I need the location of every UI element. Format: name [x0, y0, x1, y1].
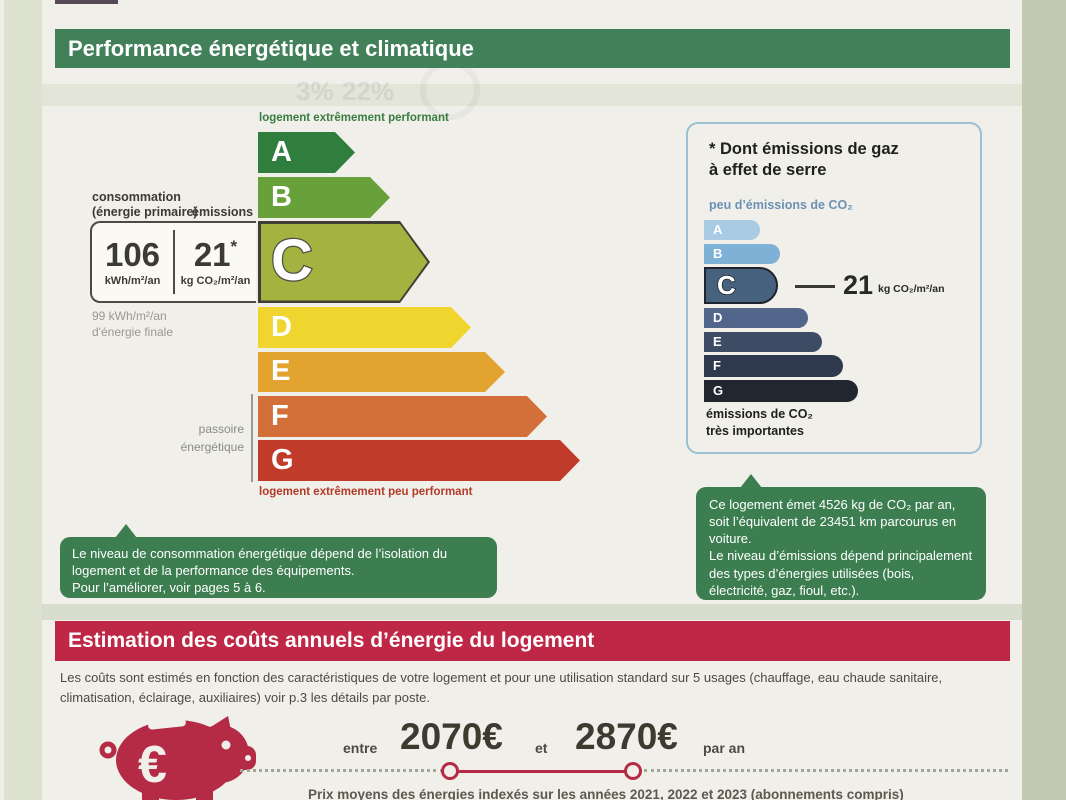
emissions-header: émissions: [192, 205, 254, 219]
ghg-panel-title: * Dont émissions de gaz à effet de serre: [709, 140, 899, 180]
co2-emissions-value: 21*: [193, 235, 238, 273]
bleed-through-text: 3%: [296, 76, 334, 106]
energy-class-letter: A: [271, 135, 292, 168]
section-title-performance: Performance énergétique et climatique: [55, 29, 1010, 68]
energy-class-letter: F: [271, 399, 289, 432]
energy-class-b: B: [258, 177, 390, 218]
cost-low-value: 2070€: [400, 716, 503, 757]
ghg-class-letter: D: [713, 310, 723, 326]
passoire-bracket-line: [251, 394, 253, 482]
ghg-unit: kg CO₂/m²/an: [878, 283, 945, 295]
value-box-divider: [173, 230, 175, 294]
ghg-value: 21: [843, 270, 874, 300]
ghg-class-b: B: [704, 244, 780, 264]
co2-emissions-cell: 21* kg CO₂/m²/an: [175, 223, 256, 301]
ghg-class-f: F: [704, 355, 843, 377]
cost-range-dot-low: [441, 762, 459, 780]
note-pointer-triangle: [740, 474, 762, 488]
ghg-class-letter: G: [713, 383, 724, 399]
energy-consumption-cell: 106 kWh/m²/an: [92, 223, 173, 301]
energy-class-f: F: [258, 396, 547, 437]
bleed-through-stamp: [420, 60, 480, 120]
energy-class-arrow-fill: [261, 224, 428, 301]
ghg-class-d: D: [704, 308, 808, 328]
note-pointer-triangle: [115, 524, 137, 538]
energy-class-a: A: [258, 132, 355, 173]
section-title-costs: Estimation des coûts annuels d’énergie d…: [55, 621, 1010, 661]
ghg-class-letter: C: [716, 269, 736, 301]
energy-consumption-unit: kWh/m²/an: [104, 274, 161, 287]
ghg-class-g: G: [704, 380, 858, 402]
emissions-advice-note: Ce logement émet 4526 kg de CO₂ par an, …: [696, 487, 986, 600]
photo-background-right-strip: [1022, 0, 1066, 800]
final-energy-note: 99 kWh/m²/an d'énergie finale: [92, 309, 174, 339]
ghg-high-label: émissions de CO₂ très importantes: [706, 407, 813, 438]
dotted-scale-line: [644, 769, 1008, 772]
photo-background-left-strip: [4, 0, 42, 800]
energy-class-letter: E: [271, 354, 291, 387]
bleed-through-text: 22%: [342, 76, 395, 106]
ghg-class-letter: E: [713, 334, 722, 350]
passoire-energetique-label: passoire énergétique: [180, 422, 244, 454]
cost-range-line: [450, 770, 633, 773]
energy-class-c-current: C: [258, 221, 430, 303]
svg-text:€: €: [138, 736, 167, 794]
cost-high-value: 2870€: [575, 716, 678, 757]
scale-top-label: logement extrêmement performant: [259, 112, 449, 124]
energy-class-e: E: [258, 352, 505, 392]
asterisk: *: [230, 236, 238, 256]
ghg-value-connector-line: [795, 285, 835, 288]
dotted-scale-line: [240, 769, 443, 772]
ghg-class-a: A: [704, 220, 760, 240]
cost-range-prefix: entre: [343, 740, 378, 756]
energy-class-letter: G: [271, 443, 294, 476]
piggy-bank-icon: €: [99, 716, 256, 800]
energy-consumption-value: 106: [104, 235, 161, 273]
consumption-value-box: 106 kWh/m²/an 21* kg CO₂/m²/an: [90, 221, 256, 303]
ghg-class-c-current: C: [704, 267, 778, 304]
co2-emissions-unit: kg CO₂/m²/an: [180, 274, 251, 287]
cost-range-conjunction: et: [535, 740, 548, 756]
ghg-class-e: E: [704, 332, 822, 352]
ghg-low-label: peu d’émissions de CO₂: [709, 198, 853, 212]
previous-section-edge: [55, 0, 118, 4]
cost-footnote: Prix moyens des énergies indexés sur les…: [308, 787, 904, 800]
cost-range-dot-high: [624, 762, 642, 780]
paper-shading-band: [42, 84, 1022, 106]
ghg-class-letter: B: [713, 246, 723, 262]
consumption-advice-note: Le niveau de consommation énergétique dé…: [60, 537, 497, 598]
cost-per-year-label: par an: [703, 740, 746, 756]
ghg-emissions-panel: * Dont émissions de gaz à effet de serre…: [686, 122, 982, 454]
scale-bottom-label: logement extrêmement peu performant: [259, 486, 473, 498]
energy-class-d: D: [258, 307, 471, 348]
ghg-class-letter: F: [713, 358, 721, 374]
energy-class-g: G: [258, 440, 580, 481]
paper-shading-band: [42, 604, 1022, 620]
ghg-class-letter: A: [713, 222, 723, 238]
energy-class-letter: D: [271, 310, 292, 343]
costs-intro-text: Les coûts sont estimés en fonction des c…: [60, 670, 943, 706]
energy-class-letter: C: [271, 228, 313, 294]
consumption-header: consommation (énergie primaire): [92, 190, 198, 219]
energy-class-letter: B: [271, 180, 292, 213]
